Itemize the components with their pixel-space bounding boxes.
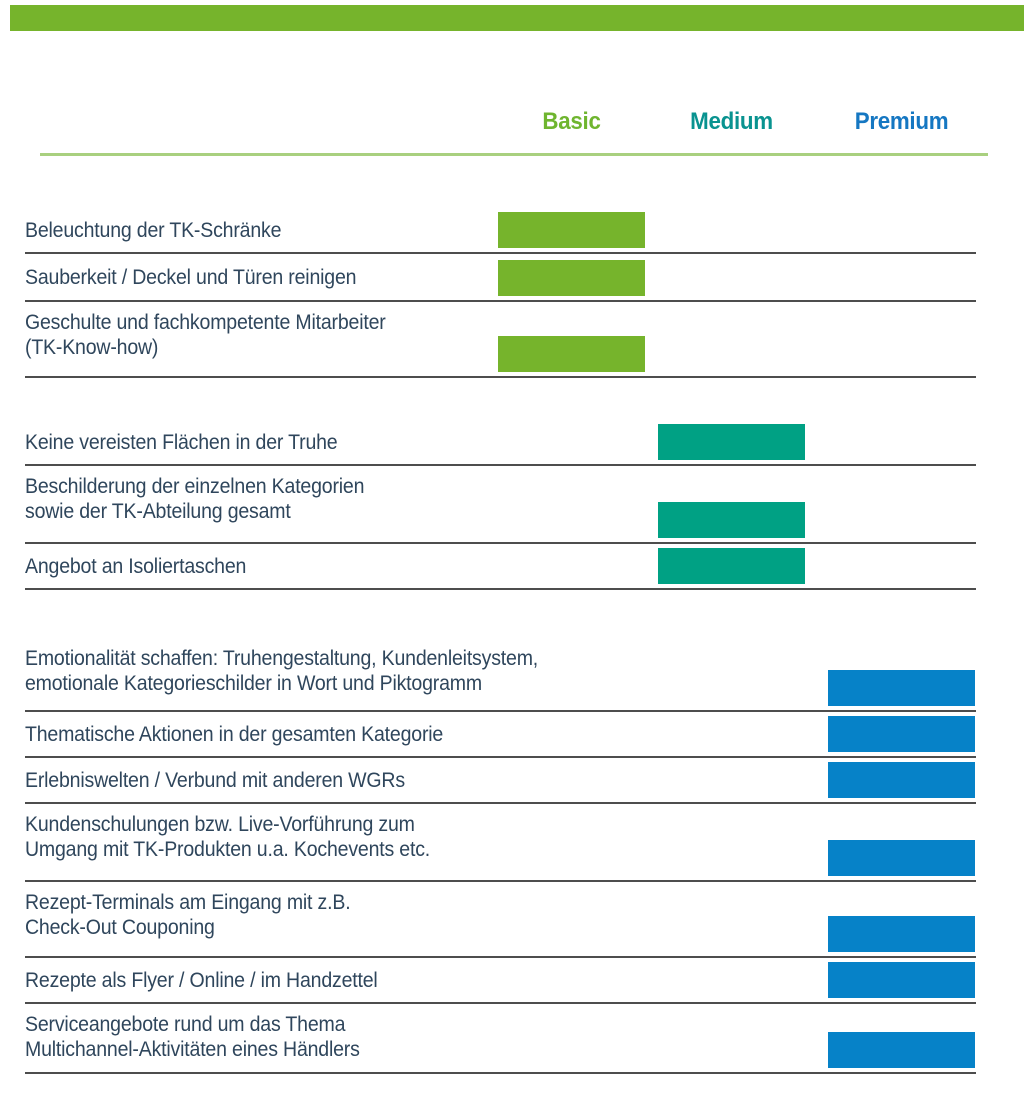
basic-tier-bar bbox=[498, 212, 645, 248]
row-label: Thematische Aktionen in der gesamten Kat… bbox=[25, 722, 444, 746]
medium-tier-bar bbox=[658, 424, 805, 460]
table-row: Angebot an Isoliertaschen bbox=[25, 544, 976, 590]
header-medium: Medium bbox=[690, 108, 773, 135]
medium-tier-bar bbox=[658, 548, 805, 584]
table-row: Emotionalität schaffen: Truhengestaltung… bbox=[25, 640, 976, 712]
row-label: Rezepte als Flyer / Online / im Handzett… bbox=[25, 968, 378, 992]
row-label: Sauberkeit / Deckel und Türen reinigen bbox=[25, 265, 357, 289]
row-label: Beleuchtung der TK-Schränke bbox=[25, 218, 282, 242]
row-label: Rezept-Terminals am Eingang mit z.B. Che… bbox=[25, 891, 351, 939]
table-row: Rezept-Terminals am Eingang mit z.B. Che… bbox=[25, 882, 976, 958]
table-row: Beleuchtung der TK-Schränke bbox=[25, 208, 976, 254]
row-label: Geschulte und fachkompetente Mitarbeiter… bbox=[25, 311, 386, 359]
table-row: Thematische Aktionen in der gesamten Kat… bbox=[25, 712, 976, 758]
feature-table: Beleuchtung der TK-Schränke Sauberkeit /… bbox=[25, 208, 976, 1074]
basic-tier-bar bbox=[498, 336, 645, 372]
premium-tier-bar bbox=[828, 916, 975, 952]
premium-tier-bar bbox=[828, 670, 975, 706]
table-row: Keine vereisten Flächen in der Truhe bbox=[25, 420, 976, 466]
table-row: Sauberkeit / Deckel und Türen reinigen bbox=[25, 254, 976, 302]
table-row: Serviceangebote rund um das Thema Multic… bbox=[25, 1004, 976, 1074]
table-row: Kundenschulungen bzw. Live-Vorführung zu… bbox=[25, 804, 976, 882]
premium-tier-bar bbox=[828, 840, 975, 876]
premium-tier-bar bbox=[828, 962, 975, 998]
column-headers: Basic Medium Premium bbox=[25, 108, 976, 144]
table-row: Beschilderung der einzelnen Kategorien s… bbox=[25, 466, 976, 544]
medium-tier-bar bbox=[658, 502, 805, 538]
table-row: Erlebniswelten / Verbund mit anderen WGR… bbox=[25, 758, 976, 804]
row-label: Serviceangebote rund um das Thema Multic… bbox=[25, 1013, 360, 1061]
table-row: Geschulte und fachkompetente Mitarbeiter… bbox=[25, 302, 976, 378]
row-label: Keine vereisten Flächen in der Truhe bbox=[25, 430, 338, 454]
top-accent-bar bbox=[10, 5, 1024, 31]
group-gap bbox=[25, 378, 976, 420]
row-label: Erlebniswelten / Verbund mit anderen WGR… bbox=[25, 768, 405, 792]
row-label: Emotionalität schaffen: Truhengestaltung… bbox=[25, 647, 539, 695]
premium-tier-bar bbox=[828, 762, 975, 798]
header-premium: Premium bbox=[854, 108, 949, 135]
row-label: Beschilderung der einzelnen Kategorien s… bbox=[25, 475, 365, 523]
row-label: Kundenschulungen bzw. Live-Vorführung zu… bbox=[25, 813, 431, 861]
premium-tier-bar bbox=[828, 1032, 975, 1068]
header-underline bbox=[40, 153, 988, 156]
premium-tier-bar bbox=[828, 716, 975, 752]
header-basic: Basic bbox=[542, 108, 601, 135]
group-gap bbox=[25, 590, 976, 640]
table-row: Rezepte als Flyer / Online / im Handzett… bbox=[25, 958, 976, 1004]
basic-tier-bar bbox=[498, 260, 645, 296]
row-label: Angebot an Isoliertaschen bbox=[25, 554, 247, 578]
